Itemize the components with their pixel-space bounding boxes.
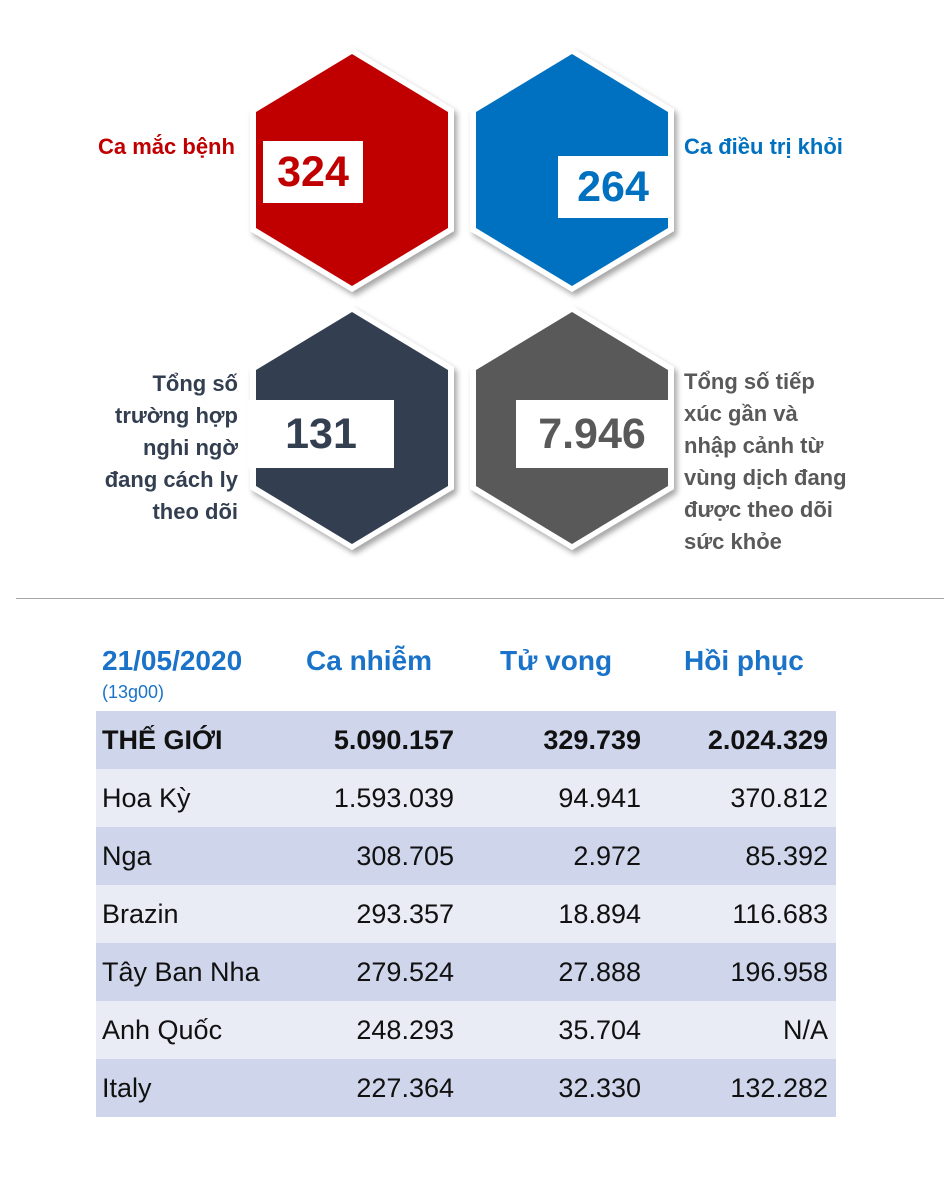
monitored-label-line: sức khỏe — [684, 529, 782, 554]
monitored-value: 7.946 — [516, 400, 668, 468]
cases-cell: 279.524 — [356, 957, 454, 987]
recovered-cell: 196.958 — [730, 957, 828, 987]
hex-cases: 324 — [248, 48, 456, 292]
quarantine-label-line: trường hợp — [115, 403, 238, 428]
hex-monitored: 7.946 — [468, 306, 676, 550]
quarantine-label-line: theo dõi — [152, 499, 238, 524]
country-cell: Italy — [102, 1073, 152, 1103]
recovered-cell: 85.392 — [745, 841, 828, 871]
recovered-cell: 2.024.329 — [707, 725, 828, 755]
cases-cell: 293.357 — [356, 899, 454, 929]
deaths-cell: 18.894 — [558, 899, 641, 929]
recovered-cell: 132.282 — [730, 1073, 828, 1103]
country-cell: Anh Quốc — [102, 1015, 223, 1045]
quarantine-label-line: Tổng số — [152, 371, 238, 396]
monitored-label-line: vùng dịch đang — [684, 465, 847, 490]
monitored-label-line: nhập cảnh từ — [684, 433, 824, 458]
monitored-label-line: Tổng số tiếp — [684, 369, 815, 394]
cases-label: Ca mắc bệnh — [98, 134, 235, 159]
table-date: 21/05/2020 — [102, 645, 243, 676]
cases-value: 324 — [263, 141, 363, 203]
cases-cell: 1.593.039 — [333, 783, 454, 813]
table-time: (13g00) — [102, 682, 165, 702]
header-recovered: Hồi phục — [684, 645, 804, 676]
recovered-label: Ca điều trị khỏi — [684, 134, 843, 159]
country-cell: THẾ GIỚI — [102, 725, 223, 755]
table-row: Hoa Kỳ 1.593.039 94.941 370.812 — [96, 769, 836, 827]
table-row: Anh Quốc 248.293 35.704 N/A — [96, 1001, 836, 1059]
table-row: Brazin 293.357 18.894 116.683 — [96, 885, 836, 943]
header-deaths: Tử vong — [500, 645, 613, 676]
cases-cell: 5.090.157 — [333, 725, 454, 755]
deaths-cell: 27.888 — [558, 957, 641, 987]
cases-cell: 308.705 — [356, 841, 454, 871]
deaths-cell: 94.941 — [558, 783, 641, 813]
recovered-cell: 370.812 — [730, 783, 828, 813]
cases-cell: 248.293 — [356, 1015, 454, 1045]
deaths-cell: 35.704 — [558, 1015, 641, 1045]
table-row: Italy 227.364 32.330 132.282 — [96, 1059, 836, 1117]
monitored-label-line: được theo dõi — [684, 497, 833, 522]
table-row: Nga 308.705 2.972 85.392 — [96, 827, 836, 885]
quarantine-label-line: nghi ngờ — [142, 435, 238, 460]
table-row: Tây Ban Nha 279.524 27.888 196.958 — [96, 943, 836, 1001]
monitored-label-line: xúc gần và — [684, 401, 798, 426]
country-cell: Hoa Kỳ — [102, 783, 191, 813]
country-cell: Tây Ban Nha — [102, 957, 260, 987]
quarantine-label-line: đang cách ly — [104, 467, 238, 492]
header-cases: Ca nhiễm — [306, 645, 433, 676]
monitored-label: Tổng số tiếp xúc gần và nhập cảnh từ vùn… — [684, 366, 847, 558]
recovered-cell: 116.683 — [732, 899, 828, 929]
quarantine-value: 131 — [248, 400, 394, 468]
section-divider — [16, 598, 944, 599]
table-row-world: THẾ GIỚI 5.090.157 329.739 2.024.329 — [96, 711, 836, 769]
stats-table: THẾ GIỚI 5.090.157 329.739 2.024.329 Hoa… — [96, 711, 836, 1117]
hex-quarantine: 131 — [248, 306, 456, 550]
quarantine-label: Tổng số trường hợp nghi ngờ đang cách ly… — [90, 368, 238, 528]
country-cell: Brazin — [102, 899, 179, 929]
deaths-cell: 2.972 — [573, 841, 641, 871]
cases-cell: 227.364 — [356, 1073, 454, 1103]
deaths-cell: 32.330 — [558, 1073, 641, 1103]
deaths-cell: 329.739 — [543, 725, 641, 755]
country-cell: Nga — [102, 841, 152, 871]
recovered-value: 264 — [558, 156, 668, 218]
hex-recovered: 264 — [468, 48, 676, 292]
recovered-cell: N/A — [782, 1015, 828, 1045]
